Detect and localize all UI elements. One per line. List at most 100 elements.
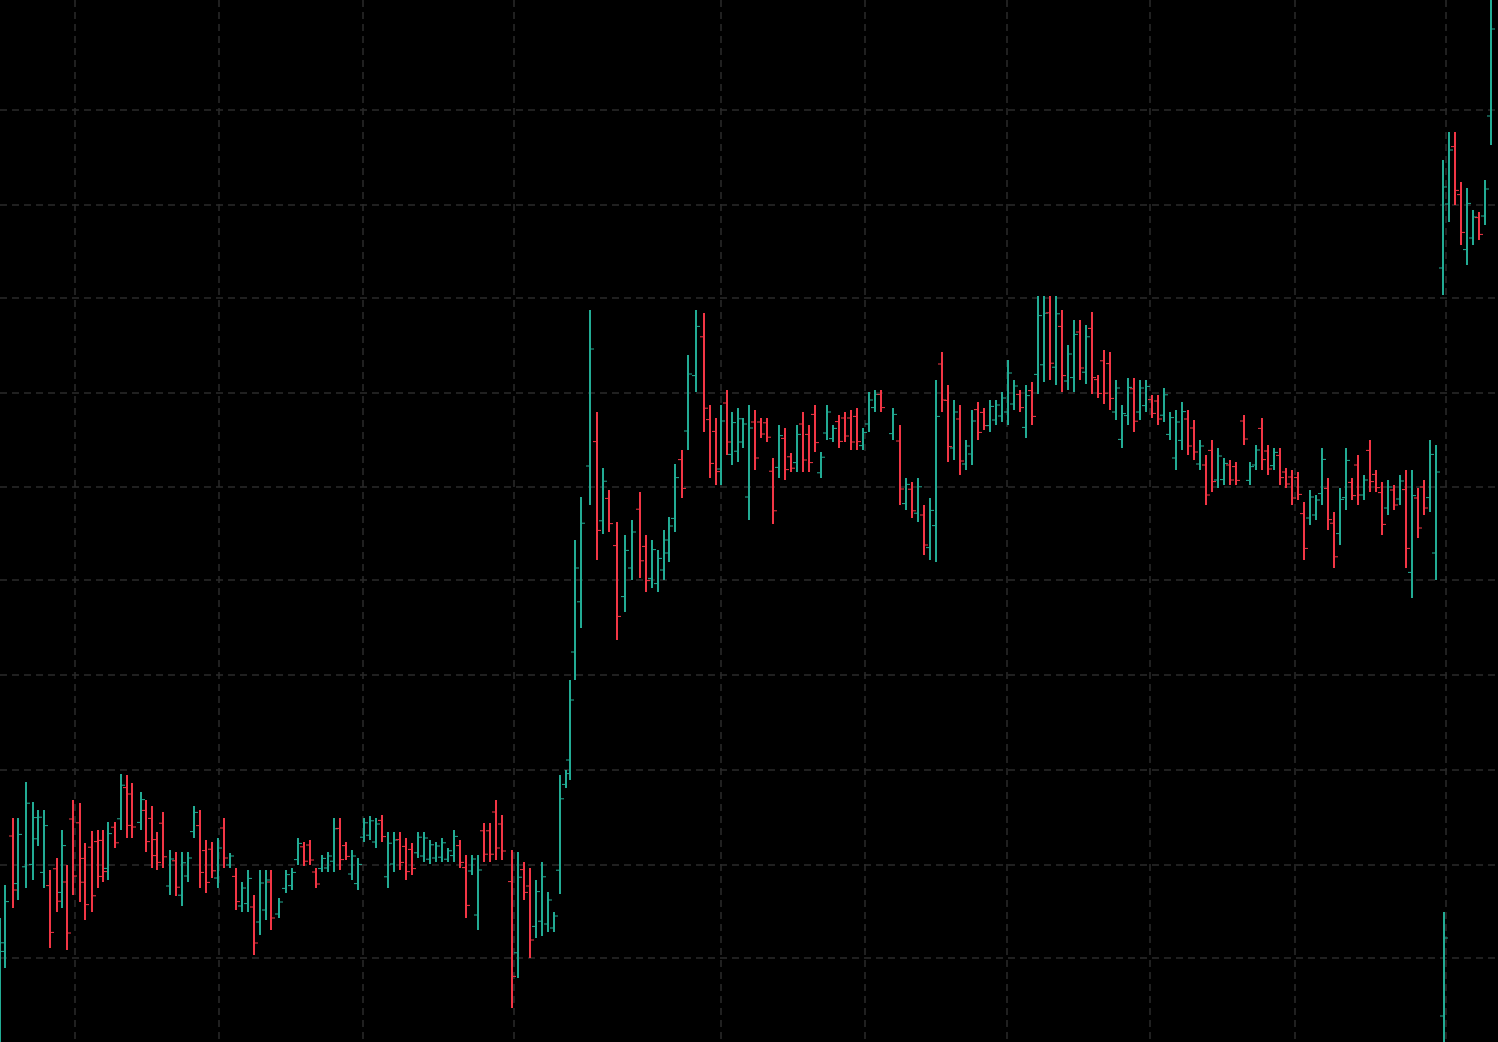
price-bar bbox=[1130, 378, 1138, 432]
price-bar bbox=[123, 775, 131, 838]
price-bar bbox=[950, 400, 958, 460]
price-bar bbox=[444, 848, 452, 862]
price-bar bbox=[514, 852, 522, 978]
price-bar bbox=[34, 810, 42, 846]
price-bar bbox=[654, 550, 662, 592]
price-bar bbox=[1282, 468, 1290, 488]
price-bar bbox=[462, 855, 470, 918]
price-bar bbox=[117, 774, 125, 830]
price-bar bbox=[426, 840, 434, 864]
price-bar bbox=[14, 818, 22, 900]
price-bar bbox=[751, 410, 759, 470]
price-bar bbox=[550, 912, 558, 932]
price-bar bbox=[692, 310, 700, 392]
price-bar bbox=[408, 843, 416, 875]
price-bar bbox=[1208, 440, 1216, 492]
price-bar bbox=[902, 478, 910, 510]
price-bar bbox=[1124, 378, 1132, 425]
price-bar bbox=[745, 405, 753, 520]
price-bar bbox=[1432, 445, 1440, 580]
price-bar bbox=[1445, 132, 1453, 222]
price-bar bbox=[142, 800, 150, 852]
price-bar bbox=[556, 775, 564, 894]
price-bar bbox=[1178, 402, 1186, 450]
price-bar bbox=[1094, 375, 1102, 398]
price-bar bbox=[1451, 132, 1459, 205]
price-bar bbox=[571, 540, 579, 680]
price-bar bbox=[974, 402, 982, 440]
price-bar bbox=[190, 806, 198, 838]
price-bar bbox=[1414, 488, 1422, 538]
price-bar bbox=[420, 832, 428, 862]
price-bar bbox=[1372, 470, 1380, 492]
price-bar bbox=[202, 840, 210, 893]
price-bar bbox=[396, 832, 404, 870]
price-bar bbox=[111, 822, 119, 848]
price-bar bbox=[799, 412, 807, 472]
price-bar bbox=[613, 522, 621, 640]
price-bar bbox=[1184, 410, 1192, 455]
price-bar bbox=[1004, 360, 1012, 425]
price-bar bbox=[1440, 912, 1448, 1042]
price-bar bbox=[835, 415, 843, 448]
price-bar bbox=[99, 830, 107, 882]
price-bar bbox=[992, 400, 1000, 425]
price-bar bbox=[1258, 418, 1266, 470]
price-bar bbox=[342, 842, 350, 860]
price-bar bbox=[456, 840, 464, 868]
price-bar bbox=[1154, 395, 1162, 425]
price-bar bbox=[1022, 385, 1030, 438]
price-bar bbox=[336, 818, 344, 870]
price-bar bbox=[1106, 352, 1114, 410]
price-bar bbox=[853, 408, 861, 450]
price-bar bbox=[1082, 325, 1090, 384]
price-bar bbox=[1046, 296, 1054, 380]
price-bar bbox=[775, 425, 783, 478]
price-bar bbox=[1294, 472, 1302, 500]
price-bar bbox=[1270, 448, 1278, 470]
price-bar bbox=[22, 782, 30, 888]
price-bar bbox=[734, 408, 742, 462]
price-bar bbox=[88, 831, 96, 912]
price-bar bbox=[178, 852, 186, 906]
price-bar bbox=[914, 478, 922, 522]
price-bar bbox=[1475, 212, 1483, 240]
price-bar bbox=[267, 870, 275, 930]
price-bar bbox=[1, 885, 9, 968]
price-bar bbox=[29, 802, 37, 880]
price-bar bbox=[544, 892, 552, 932]
price-bar bbox=[1202, 455, 1210, 505]
price-bar bbox=[81, 843, 89, 920]
price-bar bbox=[660, 530, 668, 580]
price-bar bbox=[498, 815, 506, 860]
price-bar bbox=[1136, 380, 1144, 420]
price-bar bbox=[432, 842, 440, 862]
price-bar bbox=[450, 830, 458, 862]
price-bar bbox=[262, 870, 270, 920]
price-bar bbox=[526, 868, 534, 958]
price-bar bbox=[1100, 350, 1108, 404]
price-bar bbox=[492, 800, 500, 860]
price-bar bbox=[793, 425, 801, 472]
price-bar bbox=[593, 412, 601, 560]
price-bar bbox=[300, 842, 308, 866]
price-bar bbox=[986, 400, 994, 432]
price-bar bbox=[1088, 312, 1096, 394]
price-bar bbox=[1481, 180, 1489, 225]
price-bar bbox=[1142, 380, 1150, 412]
price-bar bbox=[232, 868, 240, 910]
price-bar bbox=[1052, 296, 1060, 385]
price-bar bbox=[648, 540, 656, 588]
price-bar bbox=[700, 313, 708, 432]
price-bar bbox=[306, 840, 314, 865]
price-bar bbox=[998, 392, 1006, 422]
price-bar bbox=[468, 855, 476, 875]
price-bar bbox=[226, 853, 234, 868]
price-bar bbox=[76, 803, 84, 902]
price-bar bbox=[244, 870, 252, 912]
price-bar bbox=[480, 823, 488, 862]
price-bar bbox=[962, 440, 970, 470]
price-bar bbox=[968, 410, 976, 465]
